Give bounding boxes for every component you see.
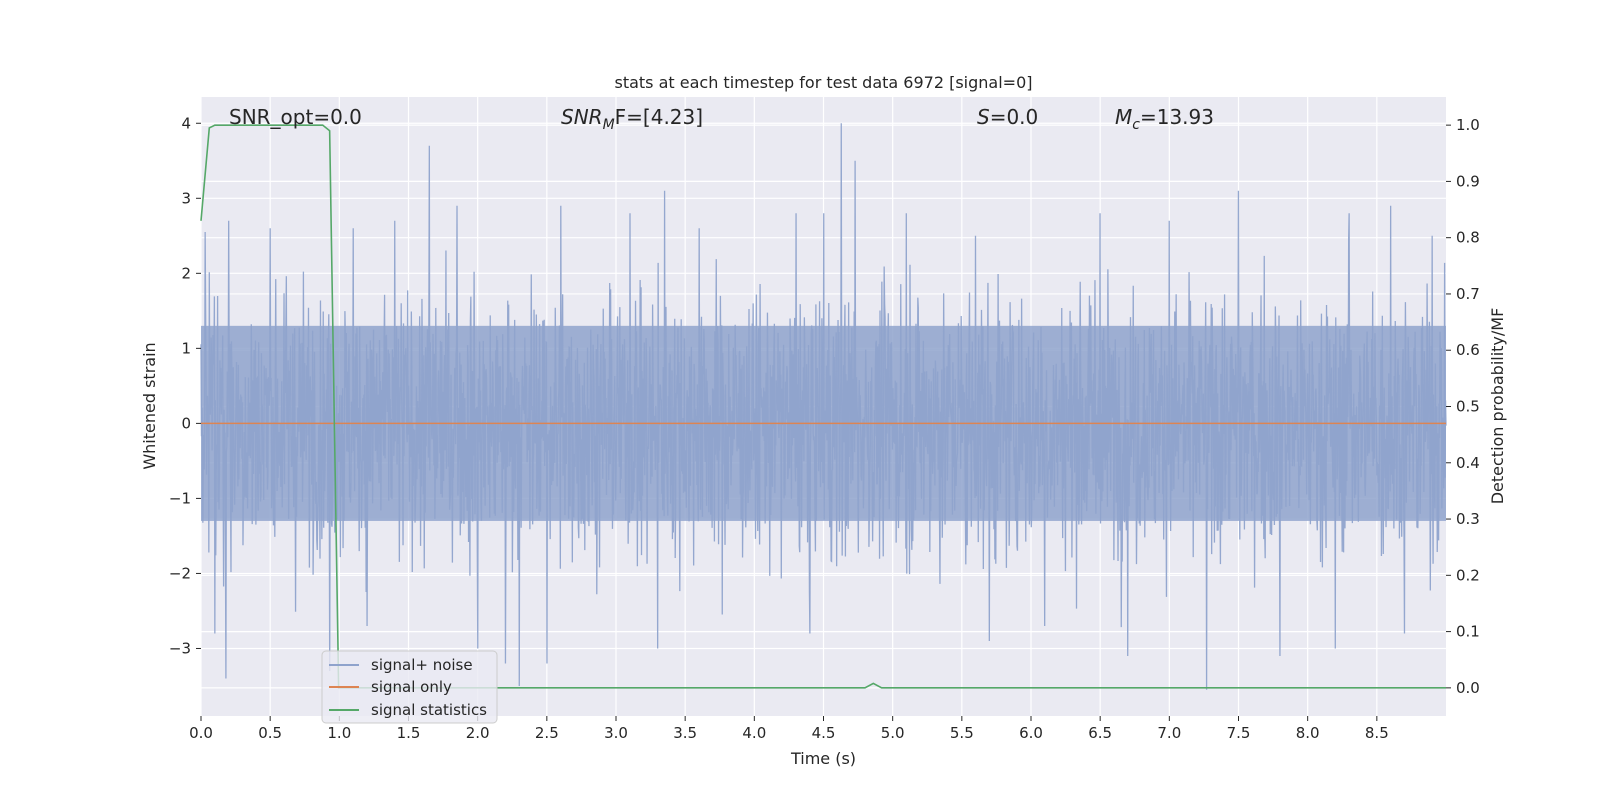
x-tick-label: 4.5 xyxy=(812,724,836,742)
x-tick-label: 5.5 xyxy=(950,724,974,742)
annotation-snr-mf-main: SNR xyxy=(561,105,603,129)
y-axis-label-left: Whitened strain xyxy=(140,342,159,469)
annotation-s-main: S xyxy=(977,105,990,129)
legend-label-signal: signal only xyxy=(371,678,452,696)
annotation-snr-mf-tail: F=[4.23] xyxy=(615,105,703,129)
annotation-mc-tail: =13.93 xyxy=(1140,105,1214,129)
x-tick-label: 6.0 xyxy=(1019,724,1043,742)
y-tick-label-left: 4 xyxy=(181,114,191,132)
line-series-layer xyxy=(200,124,1446,689)
x-axis-label: Time (s) xyxy=(790,749,856,768)
annotation-s-tail: =0.0 xyxy=(990,105,1039,129)
x-tick-label: 8.5 xyxy=(1365,724,1389,742)
legend-box xyxy=(321,650,498,724)
x-tick-label: 5.0 xyxy=(881,724,905,742)
x-tick-label: 7.5 xyxy=(1227,724,1251,742)
x-tick-label: 3.0 xyxy=(604,724,628,742)
y-tick-label-left: 2 xyxy=(181,264,191,282)
y-tick-label-right: 0.9 xyxy=(1456,172,1480,190)
x-tick-label: 1.5 xyxy=(397,724,421,742)
y-tick-label-left: −2 xyxy=(169,564,191,582)
y-tick-label-right: 0.5 xyxy=(1456,398,1480,416)
y-tick-label-right: 0.6 xyxy=(1456,341,1480,359)
y-axis-label-right: Detection probability/MF xyxy=(1488,308,1507,505)
y-tick-label-left: 3 xyxy=(181,189,191,207)
x-tick-label: 3.5 xyxy=(673,724,697,742)
y-tick-label-right: 0.4 xyxy=(1456,454,1480,472)
annotation-mc-sub: c xyxy=(1132,117,1140,133)
annotation-mc-main: M xyxy=(1115,105,1132,129)
y-tick-label-left: −3 xyxy=(169,639,191,657)
y-tick-label-right: 0.0 xyxy=(1456,679,1480,697)
annotation-snr-opt: SNR_opt=0.0 xyxy=(229,105,362,129)
x-tick-label: 1.0 xyxy=(327,724,351,742)
y-tick-label-left: 1 xyxy=(181,339,191,357)
x-tick-label: 2.5 xyxy=(535,724,559,742)
annotation-snr-mf-sub: M xyxy=(603,117,615,133)
y-tick-label-right: 0.8 xyxy=(1456,229,1480,247)
y-tick-label-right: 0.1 xyxy=(1456,623,1480,641)
y-tick-label-right: 0.7 xyxy=(1456,285,1480,303)
chart-title: stats at each timestep for test data 697… xyxy=(614,73,1032,92)
x-tick-label: 2.0 xyxy=(466,724,490,742)
y-tick-label-right: 0.2 xyxy=(1456,566,1480,584)
y-tick-label-left: −1 xyxy=(169,489,191,507)
y-tick-label-right: 1.0 xyxy=(1456,116,1480,134)
legend-label-stats: signal statistics xyxy=(371,701,487,719)
series-signal-statistics xyxy=(200,124,1446,689)
y-tick-label-right: 0.3 xyxy=(1456,510,1480,528)
x-tick-label: 6.5 xyxy=(1088,724,1112,742)
tick-layer: 0.0 0.5 1.0 1.5 2.0 2.5 3.0 3.5 4.0 4.5 5.0 5.5 6.0 6… xyxy=(169,114,1480,742)
annotation-snr-mf: SNRMF=[4.23] xyxy=(561,105,703,133)
x-tick-label: 4.0 xyxy=(742,724,766,742)
x-tick-label: 7.0 xyxy=(1157,724,1181,742)
x-tick-label: 0.5 xyxy=(258,724,282,742)
annotation-mc: Mc=13.93 xyxy=(1115,105,1214,133)
x-tick-label: 0.0 xyxy=(189,724,213,742)
y-tick-label-left: 0 xyxy=(181,414,191,432)
series-signal-noise xyxy=(200,123,1447,690)
legend-label-noise: signal+ noise xyxy=(371,656,473,674)
legend: signal+ noise signal only signal statist… xyxy=(321,650,498,724)
x-tick-label: 8.0 xyxy=(1296,724,1320,742)
annotation-s: S=0.0 xyxy=(977,105,1038,129)
